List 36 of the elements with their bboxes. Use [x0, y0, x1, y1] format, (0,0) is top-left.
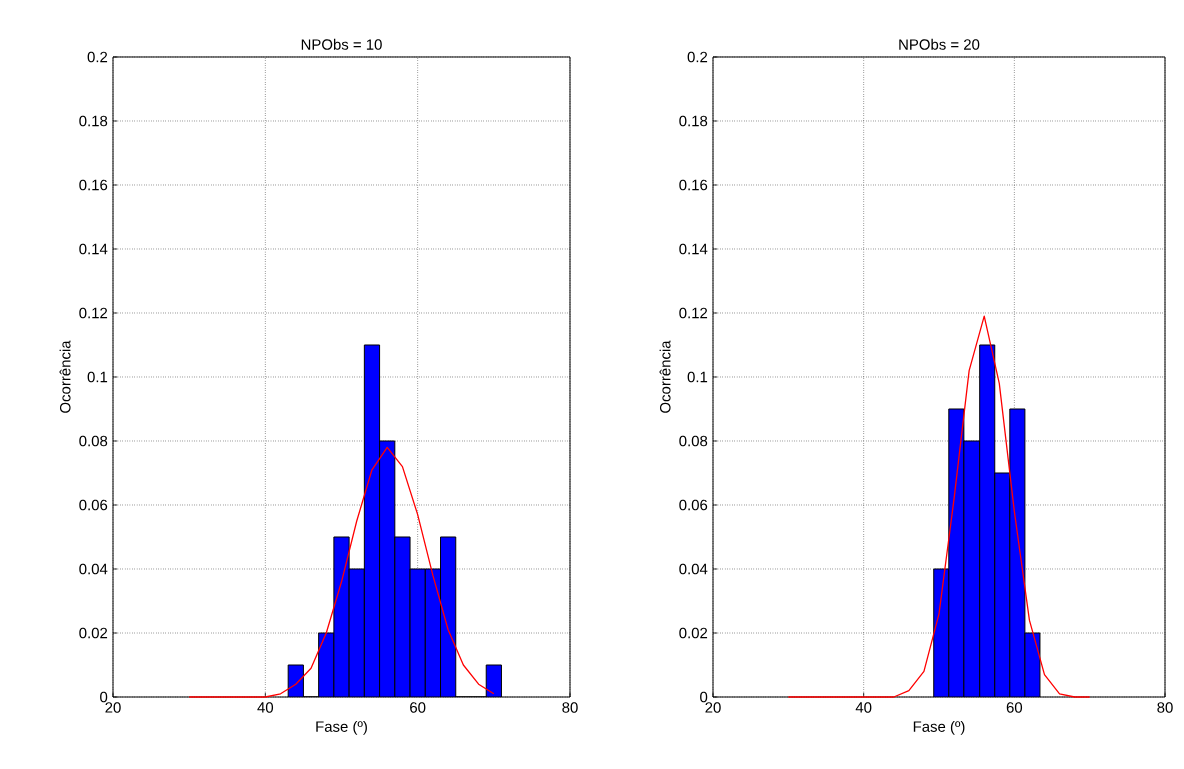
x-tick-label: 20: [105, 702, 121, 713]
x-tick-label: 60: [1006, 702, 1023, 713]
y-tick-label: 0.04: [679, 563, 708, 575]
y-tick-label: 0.06: [679, 499, 708, 511]
chart-title: NPObs = 10: [301, 38, 382, 50]
y-tick-label: 0: [700, 691, 708, 703]
x-tick-label: 80: [562, 702, 578, 713]
x-tick-label: 40: [855, 702, 872, 713]
y-tick-label: 0.12: [679, 307, 708, 319]
y-tick-label: 0.04: [79, 563, 108, 575]
y-tick-label: 0.14: [679, 243, 708, 255]
x-axis-title: Fase (º): [316, 720, 367, 735]
y-tick-label: 0.16: [679, 179, 708, 191]
y-tick-label: 0.06: [79, 499, 108, 511]
x-axis-title: Fase (º): [913, 720, 965, 735]
y-tick-label: 0.1: [87, 371, 108, 383]
y-tick-label: 0.14: [79, 243, 108, 255]
y-tick-label: 0.18: [679, 115, 708, 127]
x-tick-label: 40: [257, 702, 274, 713]
y-tick-label: 0.2: [687, 51, 708, 63]
y-tick-label: 0.1: [687, 371, 708, 383]
y-tick-label: 0.12: [79, 307, 108, 319]
y-tick-label: 0.16: [79, 179, 108, 191]
y-axis-title: Ocorrência: [59, 340, 71, 413]
x-tick-label: 20: [705, 702, 721, 713]
y-tick-label: 0.18: [79, 115, 108, 127]
x-tick-label: 60: [410, 702, 426, 713]
x-tick-label: 80: [1157, 702, 1173, 713]
y-tick-label: 0: [100, 691, 108, 703]
y-tick-label: 0.2: [87, 51, 108, 63]
y-axis-title: Ocorrência: [659, 340, 671, 413]
y-tick-label: 0.02: [79, 627, 108, 639]
y-tick-label: 0.02: [679, 627, 708, 639]
y-tick-label: 0.08: [679, 435, 708, 447]
y-tick-label: 0.08: [79, 435, 108, 447]
chart-title: NPObs = 20: [899, 38, 980, 50]
